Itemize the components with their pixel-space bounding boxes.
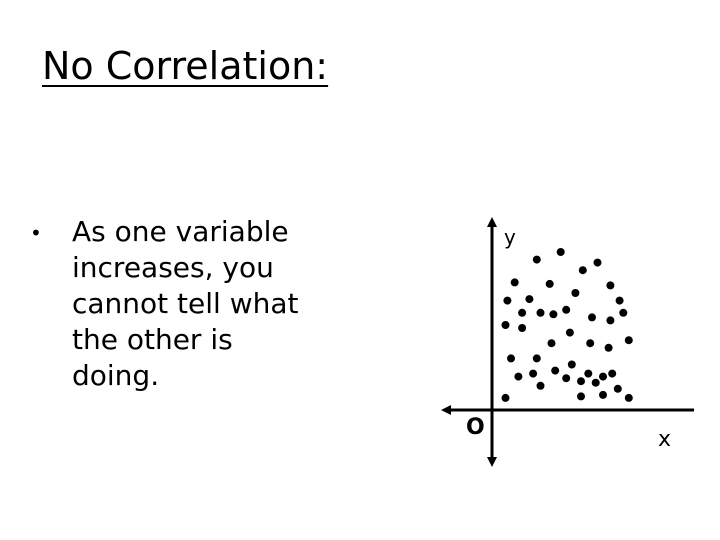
data-point — [525, 295, 534, 304]
data-point — [584, 369, 593, 378]
data-point — [588, 313, 596, 322]
data-point — [608, 369, 617, 378]
data-point — [507, 354, 515, 363]
data-point — [536, 308, 545, 317]
data-point — [501, 393, 510, 402]
data-point — [529, 369, 538, 378]
data-point — [545, 279, 554, 288]
data-point — [606, 281, 615, 290]
data-point — [562, 374, 571, 383]
origin-label: O — [466, 415, 485, 440]
data-point — [593, 258, 602, 267]
data-point — [549, 310, 558, 319]
data-point — [599, 372, 607, 381]
data-point — [624, 393, 633, 402]
data-point — [613, 384, 622, 393]
data-point — [551, 366, 560, 375]
data-point — [532, 255, 541, 264]
data-point — [606, 316, 615, 325]
data-point — [615, 296, 624, 305]
data-point — [577, 377, 585, 386]
bullet-text: As one variable increases, you cannot te… — [72, 215, 299, 392]
data-point — [567, 360, 576, 369]
data-point — [501, 321, 510, 329]
data-point — [591, 378, 600, 387]
x-axis-label: x — [658, 427, 671, 452]
data-point — [599, 390, 607, 399]
data-point — [556, 248, 565, 256]
data-point — [624, 336, 633, 345]
data-point — [586, 339, 595, 348]
data-point — [503, 296, 512, 305]
data-point — [547, 339, 556, 348]
data-point — [565, 328, 574, 337]
data-point — [510, 278, 519, 287]
data-point — [562, 305, 571, 314]
data-point — [518, 324, 527, 332]
data-point — [577, 392, 585, 401]
data-point — [536, 381, 545, 390]
y-axis-label: y — [504, 225, 516, 249]
data-point — [518, 308, 527, 317]
data-point — [578, 266, 587, 275]
data-point — [571, 289, 580, 297]
data-point — [514, 372, 523, 381]
data-point — [604, 343, 613, 352]
data-point — [532, 354, 541, 363]
bullet-item: • As one variable increases, you cannot … — [30, 214, 360, 394]
data-point — [619, 308, 628, 317]
scatter-points — [501, 248, 633, 402]
slide-title: No Correlation: — [42, 44, 329, 88]
bullet-point-icon: • — [30, 221, 42, 245]
